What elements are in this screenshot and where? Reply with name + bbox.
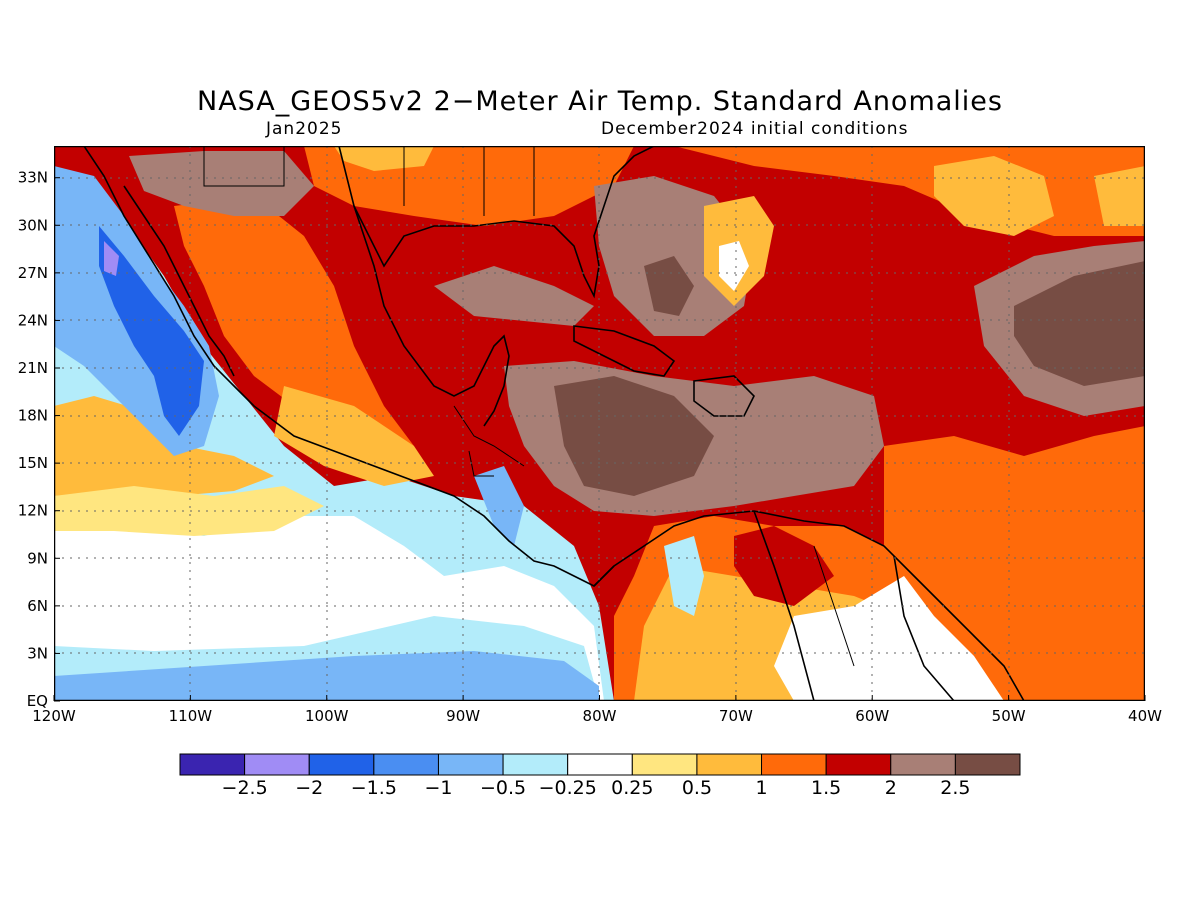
- mexico-warm-region: [174, 196, 414, 456]
- colorbar-label: 1.5: [811, 777, 841, 799]
- central-america-cool: [474, 466, 524, 546]
- gulf-brown-patch: [434, 266, 594, 326]
- colorbar-swatch: [437, 753, 504, 776]
- colorbar-swatch: [954, 753, 1021, 776]
- colorbar-label: 1: [755, 777, 767, 799]
- colorbar-swatch: [631, 753, 698, 776]
- north-atlantic-yellow: [934, 156, 1054, 236]
- lon-tick-label: 110W: [169, 707, 213, 725]
- us-southeast-yellow: [334, 146, 434, 171]
- colorbar-swatch: [696, 753, 763, 776]
- lat-tick-label: 15N: [18, 454, 48, 472]
- atlantic-dark-patch: [644, 256, 694, 316]
- lon-tick-label: 50W: [992, 707, 1026, 725]
- forecast-month: Jan2025: [266, 119, 343, 139]
- colorbar-label: −2: [295, 777, 323, 799]
- lon-tick-label: 60W: [855, 707, 889, 725]
- mexico-brown-north: [129, 151, 314, 216]
- anomaly-map: [54, 146, 1145, 701]
- caribbean-dark-core: [554, 376, 714, 496]
- colorbar-label: 0.5: [682, 777, 712, 799]
- lat-tick-label: 12N: [18, 502, 48, 520]
- lat-tick-label: EQ: [27, 692, 48, 710]
- pacific-yellow-patch: [54, 486, 324, 536]
- south-america-white: [774, 576, 1004, 701]
- mid-atlantic-white: [719, 241, 749, 291]
- initial-conditions: December2024 initial conditions: [601, 119, 909, 139]
- south-america-cool: [664, 536, 704, 616]
- lat-tick-label: 9N: [27, 549, 48, 567]
- colorbar: −2.5 −2 −1.5 −1 −0.5 −0.25 0.25 0.5 1 1.5 2 2.5: [179, 753, 1021, 799]
- colorbar-swatch: [502, 753, 569, 776]
- political-borders: [203, 146, 855, 667]
- lat-lon-grid: [54, 146, 1145, 701]
- colorbar-label: 2: [885, 777, 897, 799]
- lat-tick-label: 33N: [18, 169, 48, 187]
- colorbar-label: 2.5: [940, 777, 970, 799]
- colorbar-swatch: [308, 753, 375, 776]
- coastlines: [83, 146, 1025, 701]
- colorbar-label: −0.5: [480, 777, 526, 799]
- colorbar-label: 0.25: [611, 777, 653, 799]
- lat-tick-label: 21N: [18, 359, 48, 377]
- baja-colder-core: [99, 226, 204, 436]
- lat-tick-label: 18N: [18, 407, 48, 425]
- colorbar-swatch: [244, 753, 310, 776]
- colorbar-swatch: [890, 753, 956, 776]
- north-atlantic-yellow-2: [1094, 166, 1145, 226]
- colorbar-label: −1.5: [351, 777, 397, 799]
- lon-tick-label: 90W: [446, 707, 480, 725]
- colorbar-swatch: [373, 753, 439, 776]
- colorbar-label: −1: [424, 777, 452, 799]
- map-title: NASA_GEOS5v2 2−Meter Air Temp. Standard …: [197, 86, 1003, 117]
- lat-tick-label: 6N: [27, 597, 48, 615]
- venezuela-dark: [734, 526, 834, 606]
- lon-tick-label: 70W: [719, 707, 753, 725]
- colorbar-swatch: [567, 753, 633, 776]
- east-atlantic-dark: [1014, 261, 1145, 386]
- lat-tick-label: 3N: [27, 644, 48, 662]
- colorbar-swatch: [761, 753, 827, 776]
- colorbar-swatch: [825, 753, 892, 776]
- colorbar-label: −0.25: [539, 777, 597, 799]
- lon-tick-label: 80W: [583, 707, 617, 725]
- baja-coldest-core: [104, 241, 119, 276]
- lat-tick-label: 27N: [18, 264, 48, 282]
- lon-tick-label: 100W: [305, 707, 349, 725]
- colorbar-swatch: [179, 753, 246, 776]
- lat-tick-label: 24N: [18, 311, 48, 329]
- lat-tick-label: 30N: [18, 216, 48, 234]
- lon-tick-label: 120W: [32, 707, 76, 725]
- mexico-orange-south: [274, 386, 434, 486]
- colorbar-label: −2.5: [222, 777, 268, 799]
- lon-tick-label: 40W: [1128, 707, 1162, 725]
